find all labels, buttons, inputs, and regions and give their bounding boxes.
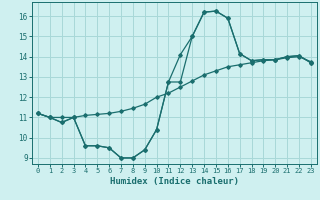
- X-axis label: Humidex (Indice chaleur): Humidex (Indice chaleur): [110, 177, 239, 186]
